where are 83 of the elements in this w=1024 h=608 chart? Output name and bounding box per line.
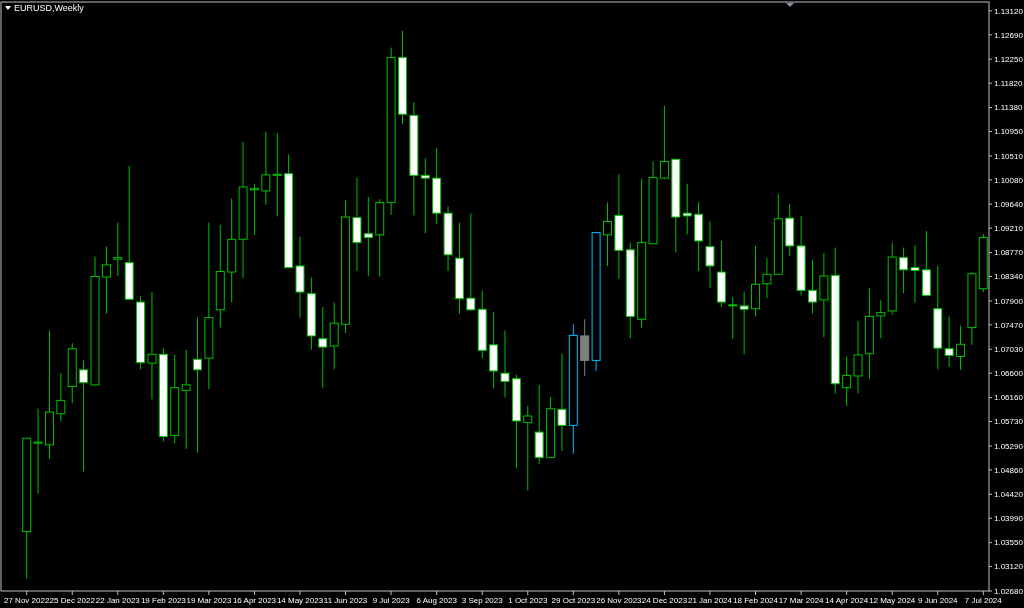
candlestick	[523, 405, 533, 491]
x-tick-label: 27 Nov 2022	[4, 596, 50, 605]
y-tick-label: 1.11820	[994, 78, 1023, 88]
candlestick	[557, 353, 567, 452]
candlestick	[682, 183, 692, 235]
candlestick	[466, 213, 476, 312]
y-tick-label: 1.08770	[994, 248, 1024, 258]
y-tick-label: 1.04420	[994, 490, 1024, 500]
y-tick-label: 1.05730	[994, 417, 1024, 427]
candlestick	[762, 257, 772, 299]
x-tick-label: 26 Nov 2023	[596, 596, 643, 605]
candlestick	[842, 356, 852, 407]
candlestick	[113, 222, 123, 277]
candlestick	[420, 157, 430, 234]
x-tick-label: 12 May 2024	[869, 596, 916, 605]
x-tick-label: 19 Feb 2023	[140, 596, 187, 605]
x-tick-label: 21 Jan 2024	[687, 596, 733, 605]
y-tick-label: 1.11380	[994, 103, 1023, 113]
y-tick-label: 1.12690	[994, 30, 1024, 40]
candlestick	[363, 196, 373, 277]
candlestick	[705, 220, 715, 289]
x-tick-label: 7 Jul 2024	[964, 596, 1003, 605]
y-tick-label: 1.08340	[994, 272, 1024, 282]
y-tick-label: 1.07030	[994, 345, 1024, 355]
candlestick	[728, 296, 738, 340]
y-tick-label: 1.03120	[994, 562, 1024, 572]
chart-title: EURUSD,Weekly	[14, 3, 85, 13]
x-tick-label: 11 Jun 2023	[323, 596, 368, 605]
candlestick	[329, 302, 339, 370]
candlestick	[956, 324, 966, 371]
y-tick-label: 1.09640	[994, 200, 1024, 210]
y-tick-label: 1.07470	[994, 320, 1024, 330]
x-tick-label: 25 Dec 2022	[49, 596, 96, 605]
y-tick-label: 1.04860	[994, 465, 1024, 475]
candlestick	[807, 259, 817, 315]
x-tick-label: 18 Feb 2024	[733, 596, 779, 605]
candlestick	[876, 299, 886, 339]
y-tick-label: 1.10950	[994, 127, 1024, 137]
x-tick-label: 17 Mar 2024	[778, 596, 825, 605]
y-tick-label: 1.09210	[994, 223, 1024, 233]
candlestick	[739, 291, 749, 355]
candlestick	[910, 244, 920, 304]
candlestick	[819, 252, 829, 338]
y-tick-label: 1.07900	[994, 296, 1024, 306]
candlestick	[318, 306, 328, 389]
candlestick	[147, 291, 157, 400]
x-tick-label: 3 Sep 2023	[461, 596, 504, 605]
candlestick	[56, 372, 66, 423]
y-tick-label: 1.13120	[994, 6, 1024, 16]
y-tick-label: 1.03550	[994, 538, 1024, 548]
y-tick-label: 1.06600	[994, 368, 1024, 378]
candlestick	[899, 247, 909, 294]
candlestick	[659, 105, 669, 180]
x-tick-label: 14 Apr 2024	[825, 596, 869, 605]
candlestick	[249, 183, 259, 236]
y-tick-label: 1.10510	[994, 151, 1024, 161]
candlestick	[853, 320, 863, 394]
x-tick-label: 22 Jan 2023	[95, 596, 141, 605]
y-tick-label: 1.02680	[994, 586, 1024, 596]
x-tick-label: 19 Mar 2023	[186, 596, 232, 605]
y-tick-label: 1.05290	[994, 441, 1024, 451]
x-tick-label: 9 Jun 2024	[917, 596, 959, 605]
x-tick-label: 29 Oct 2023	[551, 596, 596, 605]
candlestick	[33, 408, 43, 495]
x-tick-label: 24 Dec 2023	[641, 596, 688, 605]
x-tick-label: 6 Aug 2023	[416, 596, 458, 605]
candlestick	[602, 202, 612, 267]
x-tick-label: 1 Oct 2023	[508, 596, 548, 605]
candlestick	[181, 349, 191, 450]
candlestick	[944, 316, 954, 368]
candlestick	[101, 245, 111, 315]
x-tick-label: 14 May 2023	[276, 596, 324, 605]
x-tick-label: 16 Apr 2023	[232, 596, 277, 605]
y-tick-label: 1.03990	[994, 514, 1024, 524]
candlestick	[193, 317, 203, 454]
y-tick-label: 1.06160	[994, 393, 1024, 403]
candlestick	[500, 329, 510, 399]
y-tick-label: 1.12250	[994, 55, 1024, 65]
candlestick	[79, 359, 89, 473]
candlestick	[272, 132, 282, 217]
candlestick	[261, 130, 271, 206]
y-tick-label: 1.10080	[994, 175, 1024, 185]
x-tick-label: 9 Jul 2023	[372, 596, 411, 605]
